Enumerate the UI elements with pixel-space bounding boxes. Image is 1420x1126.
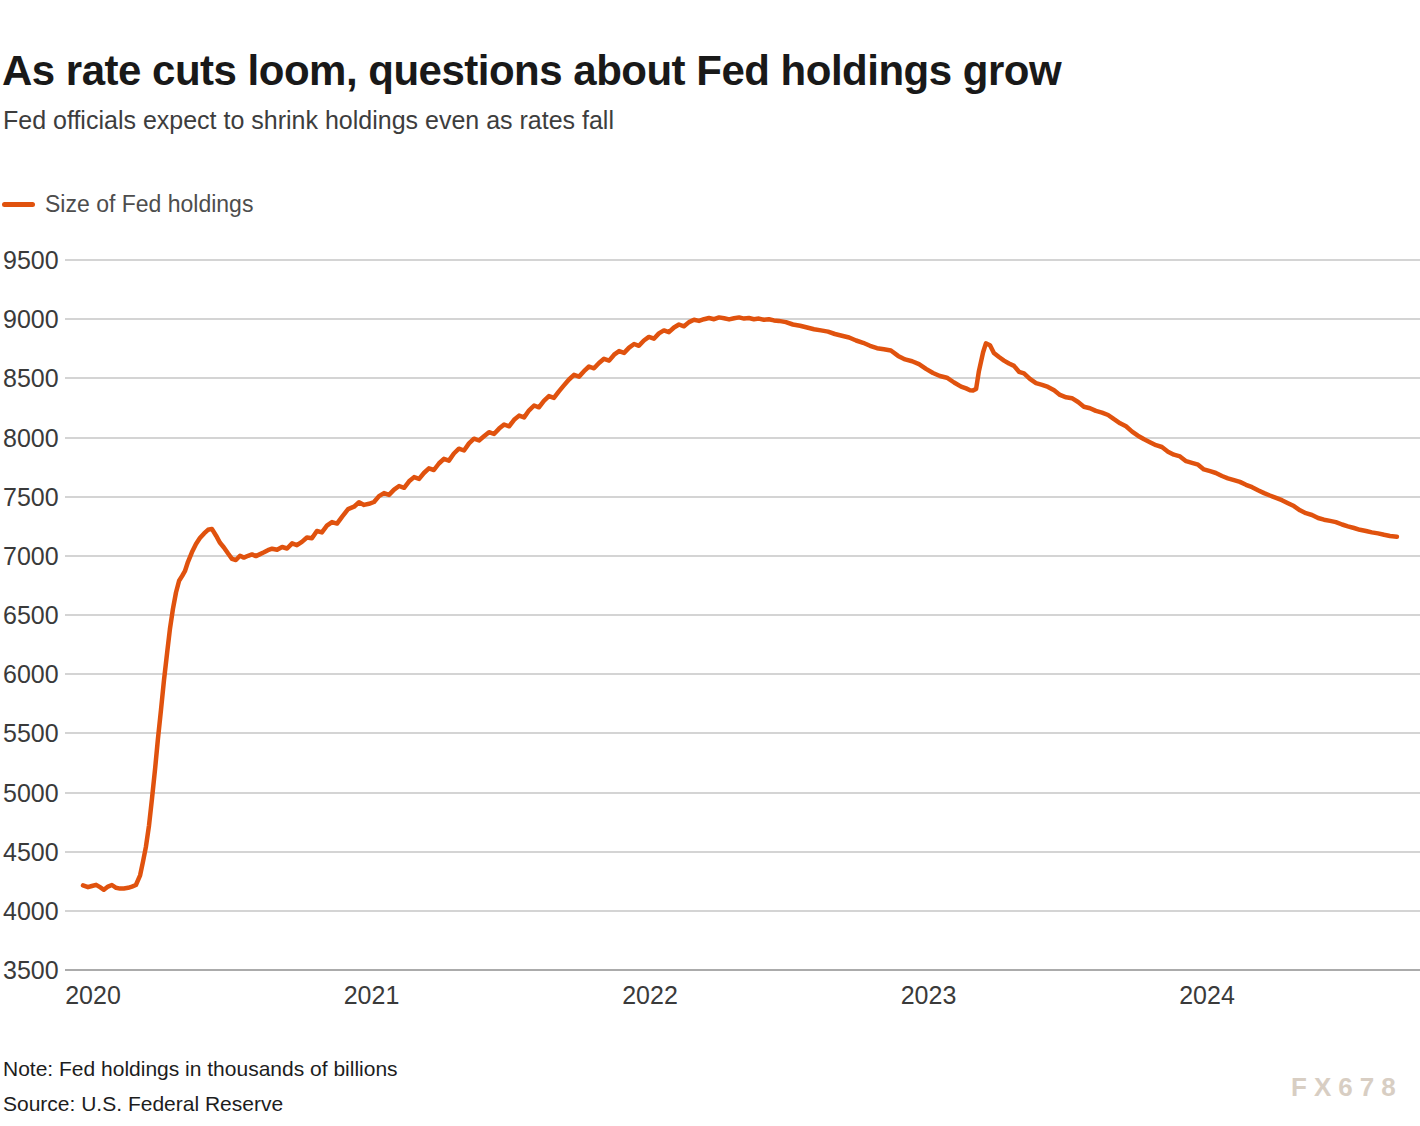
- gridline: [65, 259, 1420, 261]
- y-tick-label: 6000: [3, 659, 65, 689]
- gridline: [65, 555, 1420, 557]
- gridline: [65, 910, 1420, 912]
- page-title: As rate cuts loom, questions about Fed h…: [2, 48, 1402, 94]
- gridline: [65, 851, 1420, 853]
- gridline: [65, 496, 1420, 498]
- y-tick-label: 7000: [3, 541, 65, 571]
- legend-label: Size of Fed holdings: [45, 191, 253, 218]
- y-tick-label: 4000: [3, 896, 65, 926]
- y-tick-label: 9500: [3, 245, 65, 275]
- x-tick-label: 2024: [1159, 981, 1255, 1010]
- chart-note: Note: Fed holdings in thousands of billi…: [3, 1057, 398, 1081]
- chart-subtitle: Fed officials expect to shrink holdings …: [3, 106, 1203, 135]
- chart-source: Source: U.S. Federal Reserve: [3, 1092, 283, 1116]
- x-axis-line: [65, 969, 1420, 971]
- y-tick-label: 9000: [3, 304, 65, 334]
- gridline: [65, 732, 1420, 734]
- y-tick-label: 8500: [3, 363, 65, 393]
- gridline: [65, 377, 1420, 379]
- fed-holdings-line-svg: [0, 0, 1420, 1126]
- y-tick-label: 4500: [3, 837, 65, 867]
- gridline: [65, 614, 1420, 616]
- gridline: [65, 792, 1420, 794]
- gridline: [65, 437, 1420, 439]
- x-tick-label: 2022: [602, 981, 698, 1010]
- watermark: FX678: [1291, 1072, 1403, 1103]
- x-tick-label: 2023: [881, 981, 977, 1010]
- gridline: [65, 673, 1420, 675]
- legend: Size of Fed holdings: [2, 189, 253, 219]
- gridline: [65, 318, 1420, 320]
- y-tick-label: 5500: [3, 718, 65, 748]
- fed-holdings-line: [83, 317, 1397, 889]
- chart-canvas: As rate cuts loom, questions about Fed h…: [0, 0, 1420, 1126]
- x-tick-label: 2021: [324, 981, 420, 1010]
- y-tick-label: 6500: [3, 600, 65, 630]
- y-tick-label: 8000: [3, 423, 65, 453]
- x-tick-label: 2020: [45, 981, 141, 1010]
- legend-line-swatch-icon: [2, 202, 35, 207]
- y-tick-label: 7500: [3, 482, 65, 512]
- y-tick-label: 5000: [3, 778, 65, 808]
